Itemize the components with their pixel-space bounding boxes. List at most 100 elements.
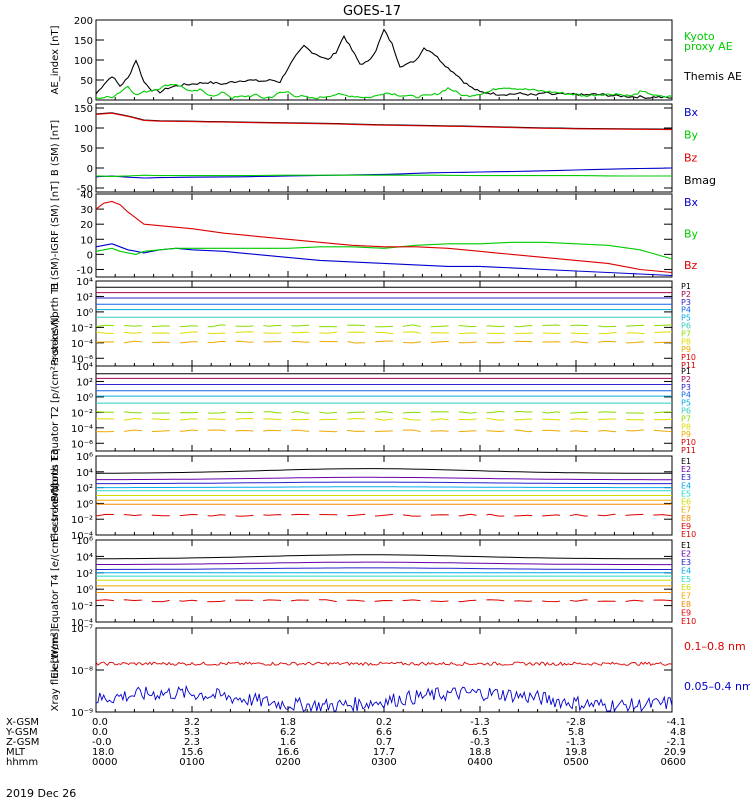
- y-tick-label: 10⁶: [76, 452, 93, 463]
- legend-channel-e1: E1: [681, 541, 691, 550]
- footer-cell: 17.7: [373, 747, 395, 758]
- footer-cell: 0.0: [92, 727, 108, 738]
- y-axis-label: Protons Equator T2 [p/(cm²-s-sr-keV)]: [50, 315, 61, 502]
- channel-line-e1: [96, 468, 672, 474]
- y-tick-label: 0: [87, 96, 93, 107]
- panel-2: -10 0 10 20 30 40 B (SM)-IGRF (SM) [nT] Bx By Bz: [50, 181, 699, 290]
- channel-line-e2: [96, 561, 672, 566]
- footer-row-label: Z-GSM: [6, 737, 39, 748]
- y-tick-label: 40: [80, 190, 93, 201]
- legend-channel-p3: P3: [681, 298, 691, 307]
- footer-cell: 0400: [467, 757, 492, 768]
- footer-cell: 6.6: [376, 727, 392, 738]
- y-axis-label: AE_index [nT]: [50, 25, 61, 94]
- series-line-kyoto-proxy-ae: [95, 83, 673, 100]
- legend-channel-e4: E4: [681, 566, 691, 575]
- y-tick-label: 10: [80, 235, 93, 246]
- series-line-bz: [95, 112, 673, 131]
- legend-channel-p3: P3: [681, 383, 691, 392]
- y-tick-label: 10⁻⁶: [71, 354, 93, 365]
- y-tick-label: -50: [77, 184, 93, 195]
- footer-cell: 5.3: [184, 727, 200, 738]
- series-line-by: [95, 241, 673, 260]
- legend-channel-p11: P11: [681, 446, 696, 455]
- legend-channel-e2: E2: [681, 465, 691, 474]
- channel-line-e9: [95, 513, 673, 517]
- legend-channel-p2: P2: [681, 375, 691, 384]
- legend-entry: 0.05–0.4 nm: [684, 680, 750, 693]
- legend-channel-p8: P8: [681, 337, 691, 346]
- legend-entry: Bx: [684, 196, 699, 209]
- y-tick-label: 10⁻²: [71, 602, 93, 613]
- y-tick-label: 10⁴: [76, 362, 93, 373]
- y-tick-label: 10⁻²: [71, 408, 93, 419]
- series-line-bz: [95, 200, 673, 274]
- channel-line-e1: [96, 554, 672, 560]
- legend-channel-e3: E3: [681, 558, 691, 567]
- footer-row-label: hhmm: [6, 757, 38, 768]
- footer-cell: 15.6: [181, 747, 203, 758]
- series-line-by: [95, 174, 672, 177]
- footer-cell: 0100: [179, 757, 204, 768]
- legend-channel-p7: P7: [681, 414, 691, 423]
- y-axis-label: B (SM)-IGRF (SM) [nT]: [50, 181, 61, 290]
- legend-channel-p1: P1: [681, 367, 691, 376]
- legend-channel-e4: E4: [681, 481, 691, 490]
- footer-cell: 20.9: [664, 747, 686, 758]
- footer-cell: 6.2: [280, 727, 296, 738]
- legend-channel-e5: E5: [681, 489, 691, 498]
- legend-channel-e10: E10: [681, 530, 696, 539]
- y-axis-label: Electrons North T3: [50, 449, 61, 542]
- xray-line: [95, 661, 673, 667]
- legend-channel-p11: P11: [681, 361, 696, 370]
- y-tick-label: 50: [80, 76, 93, 87]
- legend-channel-e8: E8: [681, 514, 691, 523]
- legend-entry: Bmag: [684, 174, 716, 187]
- footer-ephemeris: X-GSMY-GSMZ-GSMMLThhmm0.00.0-0.018.00000…: [5, 717, 686, 768]
- y-tick-label: 10⁻⁷: [71, 624, 93, 635]
- footer-cell: 0300: [371, 757, 396, 768]
- channel-line-p8: [95, 417, 673, 421]
- y-tick-label: 100: [74, 124, 93, 135]
- panel-4: 10⁴ 10² 10⁰ 10⁻² 10⁻⁴ 10⁻⁶ Protons Equator T2 …: [50, 315, 696, 502]
- y-axis-label: Xray flux [W/m²]: [50, 629, 61, 712]
- y-tick-label: 10⁻²: [71, 515, 93, 526]
- footer-cell: 1.8: [280, 717, 296, 728]
- footer-cell: 0.7: [376, 737, 392, 748]
- footer-cell: 0000: [92, 757, 117, 768]
- footer-cell: 18.8: [469, 747, 491, 758]
- channel-line-e4: [96, 486, 672, 489]
- panel-frame: [95, 280, 673, 367]
- y-tick-label: 10⁴: [76, 277, 93, 288]
- channel-line-p9: [95, 340, 673, 344]
- legend-channel-p2: P2: [681, 290, 691, 299]
- legend-entry: Bz: [684, 151, 698, 164]
- footer-cell: 4.8: [670, 727, 686, 738]
- legend-entry: By: [684, 129, 699, 142]
- legend-channel-p5: P5: [681, 314, 691, 323]
- footer-cell: -0.3: [470, 737, 490, 748]
- y-tick-label: 10²: [76, 569, 93, 580]
- legend-channel-p7: P7: [681, 329, 691, 338]
- legend-channel-e9: E9: [681, 609, 691, 618]
- y-tick-label: 30: [80, 205, 93, 216]
- y-axis-label: Protons North T1: [50, 281, 61, 365]
- footer-cell: -1.3: [470, 717, 490, 728]
- footer-cell: 6.5: [472, 727, 488, 738]
- y-tick-label: 0: [87, 250, 93, 261]
- footer-cell: 0.2: [376, 717, 392, 728]
- footer-cell: 2.3: [184, 737, 200, 748]
- legend-channel-e3: E3: [681, 473, 691, 482]
- channel-line-e3: [96, 567, 672, 570]
- y-tick-label: 10⁻⁹: [71, 708, 93, 719]
- y-tick-label: -10: [77, 265, 93, 276]
- y-tick-label: 10⁶: [76, 536, 93, 547]
- footer-cell: -0.0: [92, 737, 112, 748]
- footer-cell: -1.3: [566, 737, 586, 748]
- panel-frame: [95, 539, 673, 623]
- y-tick-label: 0: [87, 164, 93, 175]
- channel-line-p9: [95, 429, 673, 433]
- y-tick-label: 20: [80, 220, 93, 231]
- date-label: 2019 Dec 26: [6, 787, 76, 800]
- panel-frame: [95, 103, 673, 193]
